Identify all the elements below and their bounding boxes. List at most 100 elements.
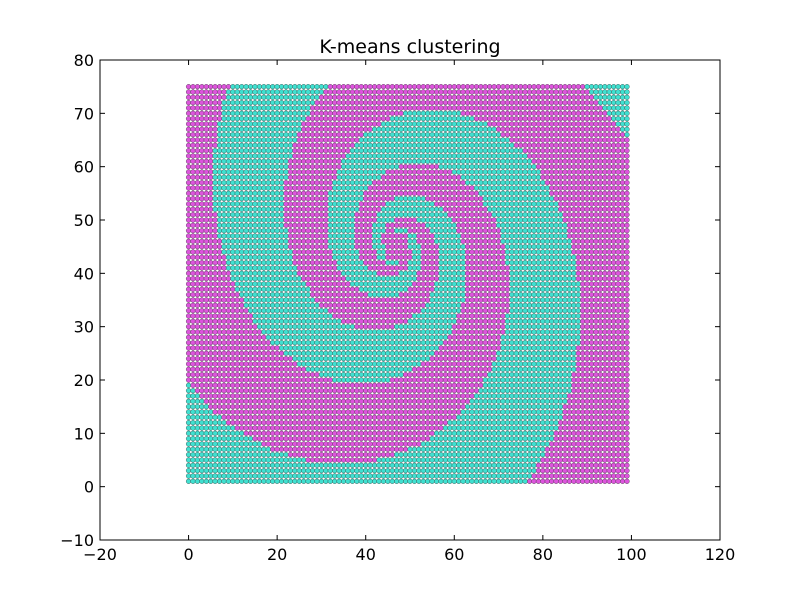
cluster-0-point (265, 473, 271, 479)
cluster-1-point (442, 372, 449, 378)
cluster-1-point (230, 356, 236, 362)
cluster-1-point (464, 340, 471, 346)
cluster-0-point (402, 228, 409, 234)
cluster-1-point (371, 313, 378, 319)
cluster-0-point (336, 254, 342, 260)
cluster-1-point (429, 425, 435, 431)
cluster-1-point (314, 441, 320, 447)
cluster-0-point (460, 126, 466, 132)
cluster-0-point (256, 137, 263, 143)
cluster-0-point (460, 249, 466, 255)
cluster-0-point (261, 89, 267, 95)
cluster-0-point (274, 340, 280, 346)
cluster-1-point (469, 94, 475, 100)
cluster-1-point (185, 132, 192, 138)
cluster-0-point (473, 430, 480, 436)
cluster-1-point (433, 388, 440, 394)
cluster-0-point (309, 313, 316, 319)
cluster-1-point (327, 100, 333, 106)
cluster-1-point (225, 409, 232, 415)
cluster-1-point (296, 185, 302, 191)
cluster-1-point (438, 372, 444, 378)
cluster-0-point (394, 281, 400, 287)
cluster-0-point (367, 281, 373, 287)
cluster-0-point (420, 153, 426, 159)
cluster-0-point (301, 89, 307, 95)
cluster-0-point (274, 217, 280, 223)
cluster-0-point (349, 185, 356, 191)
cluster-1-point (425, 366, 431, 372)
cluster-1-point (305, 260, 311, 266)
cluster-0-point (296, 100, 302, 106)
cluster-0-point (323, 318, 329, 324)
cluster-0-point (287, 473, 294, 479)
cluster-0-point (380, 244, 387, 250)
cluster-0-point (376, 462, 382, 468)
cluster-1-point (287, 169, 294, 175)
cluster-0-point (469, 409, 475, 415)
cluster-0-point (349, 270, 356, 276)
cluster-1-point (243, 324, 249, 330)
cluster-1-point (389, 313, 395, 319)
cluster-0-point (318, 84, 325, 90)
cluster-0-point (292, 286, 298, 292)
cluster-1-point (314, 132, 320, 138)
cluster-1-point (478, 244, 484, 250)
cluster-1-point (208, 233, 214, 239)
cluster-1-point (203, 356, 209, 362)
cluster-1-point (216, 361, 223, 367)
cluster-0-point (318, 329, 325, 335)
cluster-1-point (473, 196, 480, 202)
cluster-0-point (256, 222, 263, 228)
cluster-1-point (429, 420, 435, 426)
cluster-1-point (323, 292, 329, 298)
cluster-0-point (234, 249, 240, 255)
cluster-0-point (442, 270, 449, 276)
cluster-0-point (371, 361, 378, 367)
cluster-1-point (296, 446, 302, 452)
cluster-0-point (323, 329, 329, 335)
cluster-1-point (394, 265, 400, 271)
cluster-1-point (283, 372, 289, 378)
cluster-0-point (239, 452, 245, 458)
cluster-0-point (221, 457, 227, 463)
cluster-0-point (203, 425, 209, 431)
cluster-1-point (212, 318, 218, 324)
cluster-0-point (363, 169, 369, 175)
cluster-0-point (243, 116, 249, 122)
cluster-0-point (292, 334, 298, 340)
cluster-0-point (447, 462, 453, 468)
cluster-0-point (332, 377, 338, 383)
cluster-1-point (185, 350, 192, 356)
cluster-0-point (194, 452, 201, 458)
cluster-0-point (261, 196, 267, 202)
cluster-0-point (345, 468, 351, 474)
cluster-0-point (402, 462, 409, 468)
cluster-0-point (389, 340, 395, 346)
cluster-0-point (429, 148, 435, 154)
cluster-0-point (230, 201, 236, 207)
cluster-1-point (380, 414, 387, 420)
cluster-0-point (345, 249, 351, 255)
cluster-0-point (305, 313, 311, 319)
cluster-1-point (283, 180, 289, 186)
cluster-0-point (345, 350, 351, 356)
cluster-1-point (380, 196, 387, 202)
cluster-1-point (221, 366, 227, 372)
cluster-0-point (425, 350, 431, 356)
cluster-1-point (292, 430, 298, 436)
cluster-1-point (349, 297, 356, 303)
cluster-1-point (216, 382, 223, 388)
cluster-0-point (261, 137, 267, 143)
cluster-1-point (247, 324, 254, 330)
cluster-1-point (278, 414, 285, 420)
cluster-1-point (296, 169, 302, 175)
cluster-1-point (354, 100, 360, 106)
cluster-1-point (451, 89, 457, 95)
cluster-0-point (234, 478, 240, 484)
cluster-1-point (212, 329, 218, 335)
cluster-1-point (411, 308, 418, 314)
cluster-1-point (318, 377, 325, 383)
cluster-0-point (349, 329, 356, 335)
cluster-1-point (332, 116, 338, 122)
